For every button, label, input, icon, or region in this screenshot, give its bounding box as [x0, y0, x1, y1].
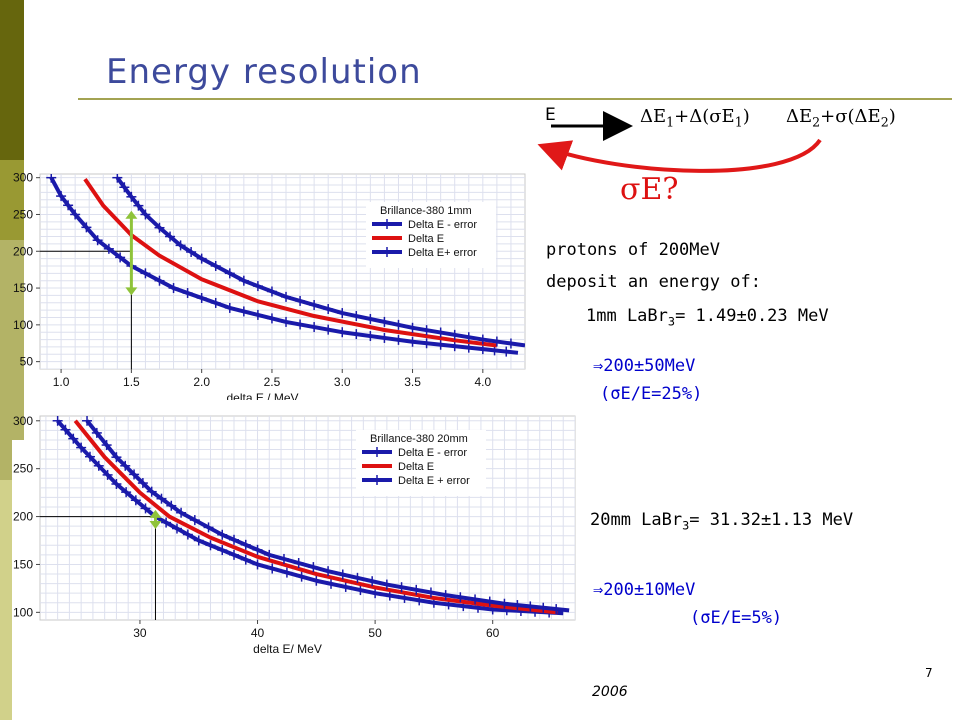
y-tick-label: 300	[13, 414, 33, 428]
x-tick-label: 40	[251, 626, 265, 640]
delta-e2-formula: ΔE2+σ(ΔE2)	[786, 106, 896, 130]
x-tick-label: 1.5	[123, 375, 140, 389]
x-tick-label: 60	[486, 626, 500, 640]
left-accent-bar-pale	[0, 480, 12, 720]
error-arrow-head-top	[149, 509, 162, 518]
protons-text: protons of 200MeV	[546, 240, 720, 260]
error-arrow-head-bottom	[125, 287, 138, 296]
legend-label-2: Delta E+ error	[408, 247, 477, 259]
x-tick-label: 2.0	[193, 375, 210, 389]
y-tick-label: 50	[20, 355, 34, 369]
x-tick-label: 1.0	[53, 375, 70, 389]
measurement-20mm: 20mm LaBr3= 31.32±1.13 MeV	[590, 510, 854, 533]
x-tick-label: 3.0	[334, 375, 351, 389]
y-tick-label: 100	[13, 318, 33, 332]
energy-diagram	[537, 111, 822, 173]
legend-label-0: Delta E - error	[398, 447, 467, 459]
year-footer: 2006	[592, 684, 628, 700]
y-tick-label: 150	[13, 557, 33, 571]
y-tick-label: 300	[13, 171, 33, 185]
y-tick-label: 100	[13, 605, 33, 619]
left-accent-bar-dark	[0, 0, 24, 160]
result-20mm-energy: ⇒200±10MeV	[593, 580, 696, 600]
page-number: 7	[925, 666, 933, 680]
left-accent-bar-mid	[0, 160, 24, 240]
result-20mm-resolution: (σE/E=5%)	[690, 608, 783, 628]
left-accent-bar-narrow	[0, 440, 12, 480]
series-group	[46, 174, 525, 357]
grid-lines	[40, 416, 575, 620]
result-1mm-energy: ⇒200±50MeV	[593, 356, 696, 376]
slide-title: Energy resolution	[106, 52, 422, 92]
x-tick-label: 30	[133, 626, 147, 640]
legend-title: Brillance-380 1mm	[380, 205, 472, 217]
error-arrow-head-top	[125, 210, 138, 219]
x-tick-label: 50	[368, 626, 382, 640]
plot-area	[39, 415, 576, 621]
y-tick-label: 250	[13, 462, 33, 476]
delta-e1-formula: ΔE1+Δ(σE1)	[640, 106, 750, 130]
y-tick-label: 250	[13, 207, 33, 221]
x-axis-label: delta E / MeV	[226, 391, 298, 400]
legend-label-0: Delta E - error	[408, 219, 477, 231]
x-tick-label: 3.5	[404, 375, 421, 389]
left-accent-bar-light	[0, 240, 24, 440]
legend-title: Brillance-380 20mm	[370, 433, 468, 445]
legend-label-2: Delta E + error	[398, 475, 470, 487]
result-1mm-resolution: (σE/E=25%)	[600, 384, 703, 404]
chart-1mm: 1.0 1.5 2.0 2.5 3.0 3.5 4.0 50 100 150 200 250 300 de…	[13, 171, 526, 400]
y-tick-label: 200	[13, 510, 33, 524]
y-tick-label: 150	[13, 281, 33, 295]
error-arrow-head-bottom	[149, 521, 162, 530]
sigma-e-question: σE?	[620, 172, 679, 207]
measurement-1mm: 1mm LaBr3= 1.49±0.23 MeV	[586, 306, 829, 329]
deposit-text: deposit an energy of:	[546, 272, 761, 292]
energy-label: E	[545, 105, 556, 125]
x-tick-label: 4.0	[474, 375, 491, 389]
series-group	[52, 416, 570, 618]
x-tick-label: 2.5	[264, 375, 281, 389]
legend-label-1: Delta E	[398, 461, 434, 473]
x-axis-label: delta E/ MeV	[253, 642, 322, 656]
series-line-1	[83, 178, 498, 348]
series-line-1	[73, 419, 558, 615]
y-tick-label: 200	[13, 244, 33, 258]
backward-arrow	[537, 138, 822, 173]
legend-label-1: Delta E	[408, 233, 444, 245]
title-underline	[78, 98, 952, 100]
